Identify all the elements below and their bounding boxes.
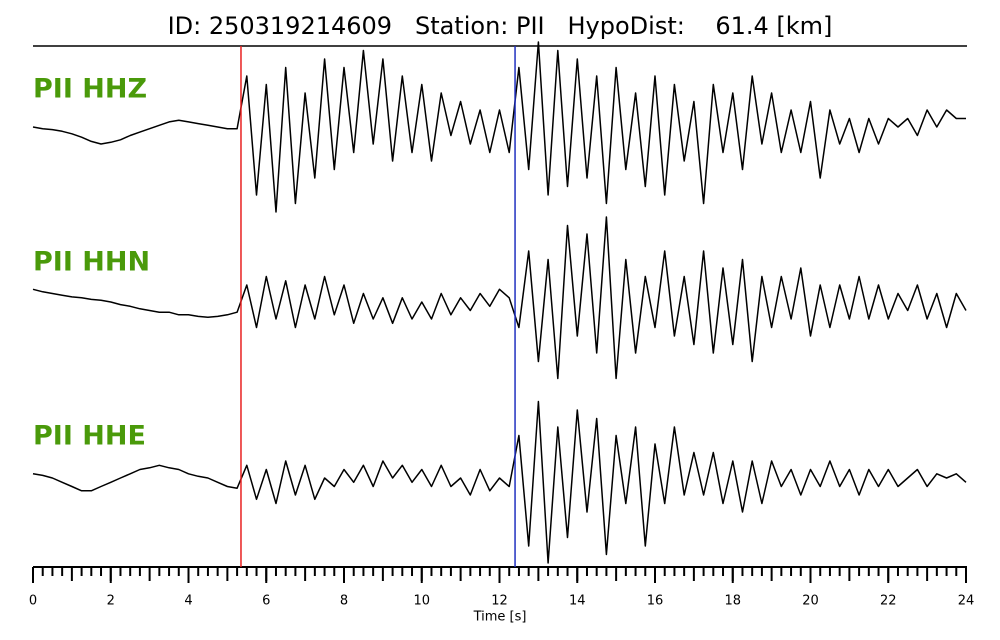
x-axis-label: Time [s] xyxy=(473,610,527,625)
x-tick-label: 0 xyxy=(29,594,37,609)
x-tick-label: 16 xyxy=(647,594,664,609)
waveform-trace xyxy=(32,400,967,564)
trace-label: PII HHN xyxy=(33,247,150,278)
x-tick-label: 22 xyxy=(880,594,897,609)
x-tick-label: 18 xyxy=(724,594,741,609)
x-tick-label: 14 xyxy=(569,594,586,609)
x-tick-label: 2 xyxy=(107,594,115,609)
waveform-trace xyxy=(32,41,966,213)
x-tick-label: 4 xyxy=(184,594,192,609)
x-tick-label: 20 xyxy=(802,594,819,609)
x-tick-label: 6 xyxy=(262,594,270,609)
x-tick-label: 24 xyxy=(958,594,975,609)
trace-label: PII HHE xyxy=(33,421,146,452)
x-tick-label: 10 xyxy=(413,594,430,609)
waveform-trace xyxy=(32,216,967,380)
x-tick-label: 8 xyxy=(340,594,348,609)
trace-label: PII HHZ xyxy=(33,74,147,105)
chart-title: ID: 250319214609 Station: PII HypoDist: … xyxy=(168,12,833,40)
x-tick-label: 12 xyxy=(491,594,508,609)
